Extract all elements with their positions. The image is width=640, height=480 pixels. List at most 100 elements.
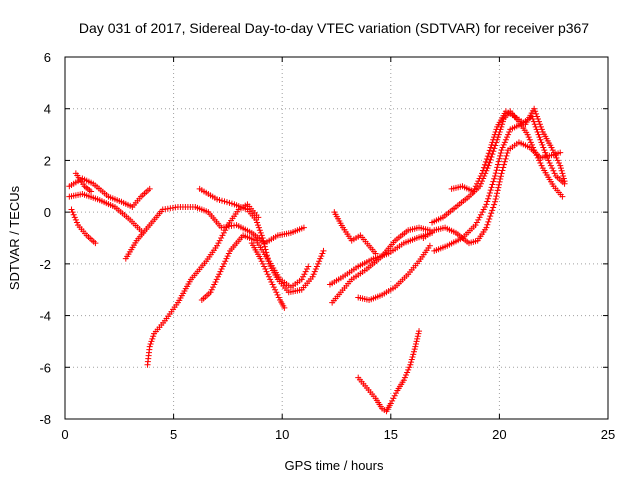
data-trace — [235, 223, 253, 235]
data-trace — [541, 131, 554, 149]
data-trace — [350, 267, 368, 281]
data-trace — [499, 149, 511, 174]
data-point — [88, 188, 95, 195]
data-trace — [263, 233, 279, 245]
data-trace — [477, 165, 491, 187]
data-trace — [401, 364, 413, 381]
data-trace — [541, 167, 556, 188]
data-trace — [394, 228, 410, 243]
data-trace — [107, 194, 123, 204]
data-trace — [329, 275, 344, 287]
data-trace — [408, 348, 417, 366]
data-trace — [422, 228, 436, 240]
data-trace — [208, 273, 221, 293]
data-point — [557, 149, 564, 156]
data-point — [305, 263, 312, 270]
data-trace — [120, 199, 134, 209]
data-trace — [545, 157, 558, 177]
data-trace — [532, 108, 545, 133]
data-point — [146, 185, 153, 192]
data-trace — [473, 203, 489, 226]
data-trace — [486, 139, 500, 166]
data-point — [407, 361, 414, 368]
data-trace — [536, 134, 550, 159]
data-trace — [68, 191, 84, 200]
data-point — [257, 255, 264, 262]
data-trace — [135, 224, 152, 242]
data-trace — [276, 278, 290, 294]
x-tick-label: 20 — [492, 427, 506, 442]
data-trace — [215, 224, 230, 247]
data-point — [535, 131, 542, 138]
data-point — [498, 147, 505, 154]
data-trace — [124, 239, 139, 260]
series-track-1 — [66, 175, 153, 210]
y-tick-label: -4 — [39, 309, 51, 324]
data-trace — [417, 244, 432, 263]
data-trace — [310, 250, 326, 278]
data-trace — [189, 260, 208, 281]
y-tick-label: -2 — [39, 257, 51, 272]
data-point — [470, 188, 477, 195]
data-trace — [152, 319, 167, 335]
data-trace — [144, 346, 153, 365]
data-trace — [450, 183, 464, 192]
data-trace — [83, 184, 93, 194]
data-point — [207, 289, 214, 296]
data-trace — [509, 122, 522, 132]
series-track-14 — [355, 328, 423, 415]
data-trace — [549, 147, 562, 167]
data-trace — [246, 208, 258, 221]
x-tick-label: 15 — [384, 427, 398, 442]
data-trace — [365, 387, 377, 400]
data-trace — [356, 376, 369, 389]
data-trace — [518, 140, 531, 150]
data-point — [259, 235, 266, 241]
series-track-9 — [248, 240, 288, 311]
y-tick-label: 0 — [44, 205, 51, 220]
data-trace — [550, 150, 562, 158]
data-trace — [557, 165, 567, 182]
data-trace — [373, 397, 384, 410]
data-trace — [217, 250, 232, 275]
data-trace — [69, 209, 80, 226]
plot-frame — [64, 56, 609, 420]
data-trace — [492, 149, 504, 177]
data-point — [320, 247, 327, 254]
data-point — [561, 178, 568, 185]
series-track-6 — [144, 201, 262, 368]
data-trace — [260, 237, 272, 264]
data-point — [92, 240, 99, 247]
data-trace — [389, 390, 400, 404]
data-trace — [228, 234, 245, 252]
data-trace — [131, 195, 143, 208]
data-trace — [454, 195, 471, 209]
data-trace — [85, 233, 97, 245]
chart-title: Day 031 of 2017, Sidereal Day-to-day VTE… — [79, 20, 589, 36]
data-point — [253, 216, 260, 223]
data-trace — [468, 238, 479, 246]
data-trace — [76, 224, 88, 237]
data-marks — [66, 105, 568, 415]
series-track-3 — [68, 206, 99, 247]
data-trace — [552, 185, 564, 198]
y-tick-label: 6 — [44, 50, 51, 65]
data-trace — [502, 110, 512, 121]
data-trace — [267, 263, 280, 281]
data-point — [485, 162, 492, 169]
data-trace — [139, 187, 151, 199]
x-tick-label: 10 — [275, 427, 289, 442]
data-point — [426, 242, 433, 249]
data-trace — [554, 174, 566, 186]
data-trace — [412, 330, 422, 350]
data-trace — [278, 298, 287, 309]
data-point — [531, 147, 538, 154]
data-trace — [403, 235, 418, 246]
data-point — [559, 193, 566, 200]
data-trace — [74, 172, 87, 188]
data-trace — [471, 172, 484, 192]
data-trace — [357, 294, 370, 303]
data-trace — [300, 275, 314, 291]
data-trace — [441, 205, 458, 219]
data-point — [411, 346, 418, 353]
